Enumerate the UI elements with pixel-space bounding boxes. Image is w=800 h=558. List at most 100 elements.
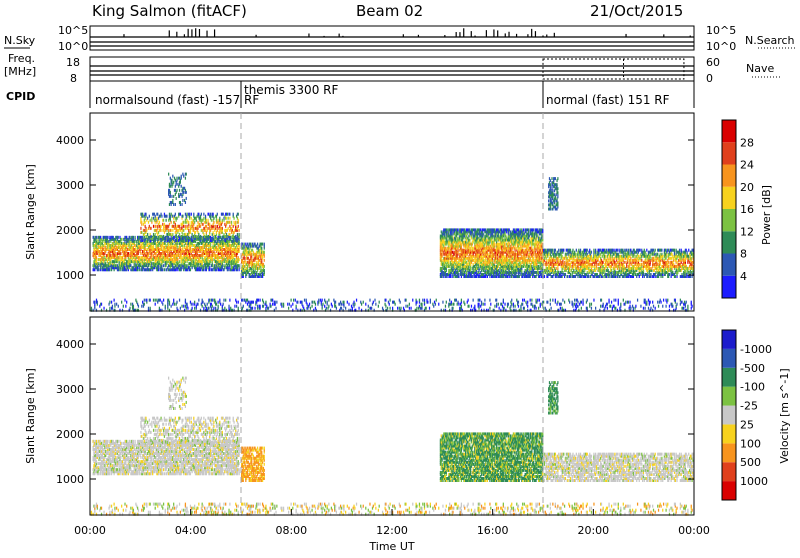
- power-cell: [180, 201, 181, 204]
- power-cell: [217, 213, 218, 216]
- power-cell: [176, 189, 177, 192]
- power-cell: [183, 175, 184, 178]
- summary-marks: [90, 28, 694, 79]
- power-cell: [169, 223, 170, 226]
- power-cell: [160, 239, 161, 242]
- power-cell: [207, 227, 208, 230]
- power-cell: [182, 199, 183, 202]
- power-cell: [172, 237, 173, 240]
- power-cell: [183, 237, 184, 240]
- power-cell: [209, 223, 210, 226]
- power-cell: [172, 233, 173, 236]
- power-cell: [147, 233, 148, 236]
- power-cell: [181, 185, 182, 188]
- power-cell: [458, 273, 459, 276]
- power-cell: [215, 225, 216, 228]
- power-cell: [193, 213, 194, 216]
- power-cell: [118, 236, 119, 239]
- power-cell: [227, 213, 228, 216]
- power-cell: [238, 213, 239, 216]
- power-cell: [151, 217, 152, 220]
- power-cell: [166, 215, 167, 218]
- power-cell: [202, 223, 203, 226]
- power-cell: [204, 239, 205, 242]
- power-cell: [207, 219, 208, 222]
- power-cell: [229, 233, 230, 236]
- power-cell: [211, 219, 212, 222]
- power-cell: [149, 215, 150, 218]
- power-cell: [222, 219, 223, 222]
- power-cell: [205, 215, 206, 218]
- power-cell: [133, 236, 134, 239]
- nsky-label: N.Sky: [4, 34, 36, 47]
- power-cell: [145, 221, 146, 224]
- power-cell: [233, 213, 234, 216]
- power-cell: [226, 217, 227, 220]
- power-cell: [198, 213, 199, 216]
- power-cell: [140, 252, 141, 255]
- power-cell: [185, 177, 186, 180]
- power-cell: [188, 221, 189, 224]
- power-cell: [264, 243, 265, 246]
- cpid-label: CPID: [6, 90, 35, 103]
- power-cell: [148, 221, 149, 224]
- power-cell: [172, 199, 173, 202]
- power-cell: [98, 268, 99, 271]
- power-cell: [145, 213, 146, 216]
- power-cell: [175, 213, 176, 216]
- power-cell: [173, 203, 174, 206]
- power-cell: [264, 259, 265, 262]
- power-cell: [175, 223, 176, 226]
- power-cell: [238, 264, 239, 267]
- power-cell: [523, 228, 524, 231]
- power-cell: [150, 235, 151, 238]
- power-cell: [238, 258, 239, 261]
- power-cell: [134, 236, 135, 239]
- power-cell: [155, 215, 156, 218]
- power-cell: [198, 237, 199, 240]
- power-cell: [147, 217, 148, 220]
- power-cell: [238, 219, 239, 222]
- power-cell: [219, 217, 220, 220]
- nave-tick-bottom: 0: [706, 72, 713, 85]
- power-cell: [161, 229, 162, 232]
- power-cell: [183, 229, 184, 232]
- power-cell: [155, 225, 156, 228]
- power-cell: [183, 191, 184, 194]
- freq-label-1: Freq.: [8, 52, 35, 65]
- power-cell: [155, 233, 156, 236]
- cpid-seg-1: normalsound (fast) -157 RF: [95, 93, 259, 107]
- power-cell: [166, 219, 167, 222]
- nsearch-tick-top: 10^5: [706, 24, 736, 37]
- power-cell: [161, 215, 162, 218]
- power-cell: [457, 228, 458, 231]
- power-cell: [189, 213, 190, 216]
- power-cell: [261, 247, 262, 250]
- power-cell: [163, 264, 164, 267]
- power-cell: [177, 258, 178, 261]
- power-cell: [150, 219, 151, 222]
- power-cell: [233, 217, 234, 220]
- power-cell: [193, 227, 194, 230]
- freq-label-2: [MHz]: [4, 65, 36, 78]
- nsearch-tick-bottom: 10^0: [706, 40, 736, 53]
- power-panel-bg: [90, 113, 694, 311]
- power-cell: [186, 173, 187, 176]
- power-cell: [96, 236, 97, 239]
- power-cell: [204, 235, 205, 238]
- nave-trace: [543, 59, 684, 79]
- power-cell: [229, 221, 230, 224]
- power-cell: [217, 225, 218, 228]
- power-cell: [176, 197, 177, 200]
- power-cell: [212, 237, 213, 240]
- nave-tick-top: 60: [706, 56, 720, 69]
- power-cell: [200, 225, 201, 228]
- power-cell: [202, 239, 203, 242]
- power-cell: [165, 242, 166, 245]
- power-cell: [185, 225, 186, 228]
- power-cell: [141, 231, 142, 234]
- power-cell: [186, 264, 187, 267]
- freq-tick-top: 18: [66, 56, 80, 69]
- power-cell: [179, 225, 180, 228]
